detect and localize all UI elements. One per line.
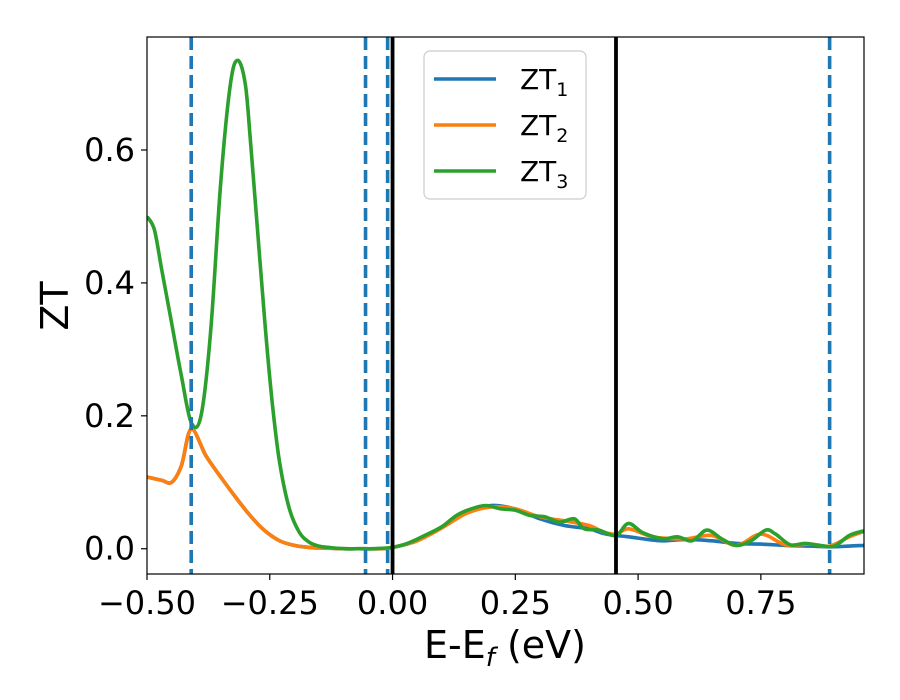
- x-tick-label: 0.75: [725, 584, 796, 622]
- series-line-zt1: [147, 427, 864, 551]
- x-tick-label: 0.00: [357, 584, 428, 622]
- x-axis-label-main: E-E: [424, 623, 486, 667]
- legend-label-zt2: ZT2: [520, 109, 568, 147]
- legend: ZT1 ZT2 ZT3: [423, 50, 587, 200]
- x-tick-label: 0.50: [602, 584, 673, 622]
- y-axis: 0.0 0.2 0.4 0.6: [84, 131, 147, 568]
- x-tick-label: −0.25: [221, 584, 319, 622]
- series-line-zt3: [147, 58, 864, 551]
- y-axis-label: ZT: [33, 281, 77, 331]
- x-axis-label: E-Ef (eV): [424, 623, 586, 673]
- series-line-zt2: [147, 427, 864, 551]
- y-tick-label: 0.6: [84, 131, 135, 169]
- legend-box: [423, 50, 587, 200]
- x-tick-label: −0.50: [98, 584, 196, 622]
- y-tick-label: 0.0: [84, 530, 135, 568]
- x-axis-label-unit: (eV): [495, 623, 586, 667]
- y-tick-label: 0.4: [84, 264, 135, 302]
- legend-label-zt3: ZT3: [520, 155, 568, 193]
- x-axis: −0.50 −0.25 0.00 0.25 0.50 0.75: [98, 574, 796, 622]
- x-tick-label: 0.25: [480, 584, 551, 622]
- legend-label-zt1: ZT1: [520, 63, 568, 101]
- axes-frame: [146, 36, 865, 575]
- plot-area: [147, 37, 864, 574]
- y-tick-label: 0.2: [84, 397, 135, 435]
